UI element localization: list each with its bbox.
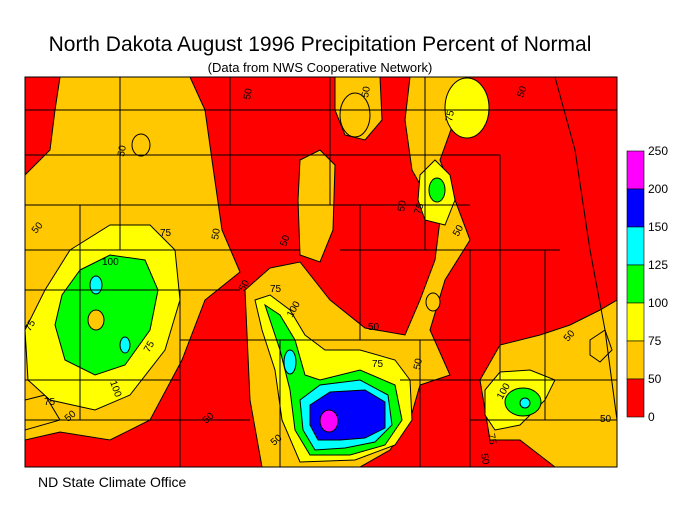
contour-label: 50 (451, 223, 466, 239)
legend-tick-label: 125 (648, 258, 669, 272)
map-title: North Dakota August 1996 Precipitation P… (48, 33, 592, 56)
contour-label: 50 (360, 85, 373, 98)
legend-band-50-75 (626, 340, 645, 380)
contour-label: 50 (368, 322, 380, 333)
contour-label: 75 (44, 397, 56, 408)
legend-tick-label: 0 (648, 410, 655, 424)
legend-tick-label: 250 (648, 144, 669, 158)
legend-band-75-100 (626, 302, 645, 342)
contour-label: 75 (270, 284, 282, 295)
legend (626, 150, 645, 418)
contour-label: 75 (160, 228, 172, 239)
contour-label: 50 (396, 199, 409, 212)
contour-label: 75 (485, 433, 498, 446)
legend-tick-label: 50 (648, 372, 662, 386)
credit-text: ND State Climate Office (38, 474, 187, 490)
contour-label: 75 (412, 201, 426, 216)
legend-band-100-125 (626, 264, 645, 304)
contour-label: 75 (444, 109, 457, 122)
region-50-75 (87, 133, 441, 331)
contour-label: 50 (210, 227, 223, 240)
region-200-250 (319, 409, 339, 433)
legend-tick-label: 200 (648, 182, 669, 196)
contour-label: 50 (242, 87, 255, 100)
legend-tick-label: 150 (648, 220, 669, 234)
county-boundaries (25, 77, 617, 467)
legend-band-200-250 (626, 150, 645, 190)
contour-label: 50 (515, 84, 529, 99)
contour-label: 50 (278, 233, 292, 248)
contour-label: 50 (478, 453, 491, 466)
legend-band-150-200 (626, 188, 645, 228)
contour-label: 75 (372, 359, 384, 370)
red-river (554, 76, 618, 421)
state-border (24, 76, 618, 468)
legend-tick-label: 100 (648, 296, 669, 310)
contour-label: 50 (116, 144, 129, 157)
contour-label: 100 (102, 257, 119, 268)
legend-band-0-50 (626, 378, 645, 418)
legend-tick-label: 75 (648, 334, 662, 348)
legend-band-125-150 (626, 226, 645, 266)
contour-label: 50 (600, 414, 612, 425)
contour-label: 75 (142, 339, 157, 355)
map-subtitle: (Data from NWS Cooperative Network) (207, 60, 433, 75)
contour-label: 50 (237, 278, 252, 294)
contour-label: 50 (412, 357, 425, 370)
